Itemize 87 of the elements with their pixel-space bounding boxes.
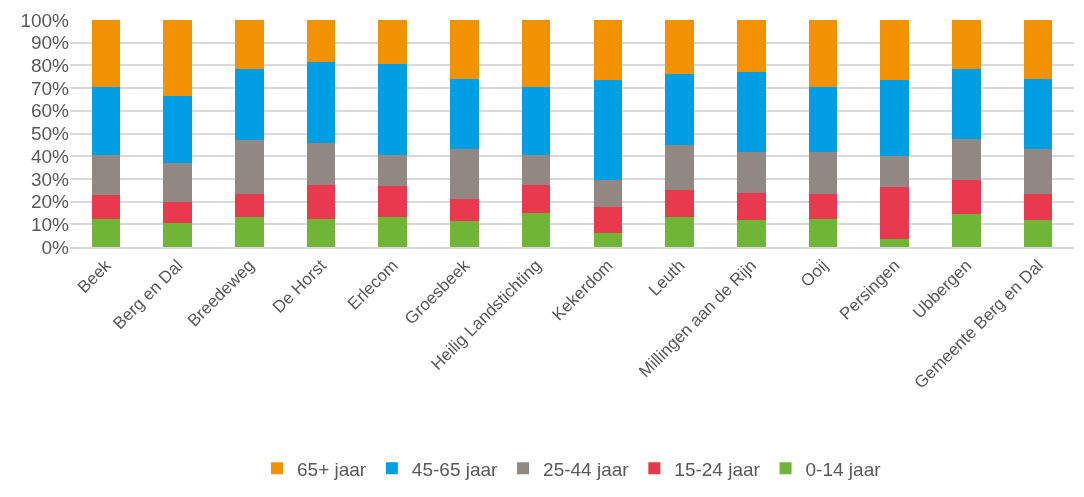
y-tick-label: 50% (30, 123, 70, 145)
bar (521, 184, 551, 213)
bar (880, 80, 910, 157)
bar (306, 218, 336, 247)
bar (163, 163, 192, 202)
bar (593, 233, 623, 247)
y-tick-label: 60% (30, 100, 70, 122)
bar (450, 220, 479, 247)
bar (736, 72, 766, 152)
bar (521, 20, 551, 87)
legend-label: 15-24 jaar (674, 458, 761, 480)
bar (952, 180, 981, 215)
legend-label: 45-65 jaar (411, 458, 499, 480)
x-tick-label: Ooij (797, 256, 832, 291)
bar (306, 184, 336, 219)
bar (952, 214, 981, 247)
bar (593, 207, 623, 234)
bar (1023, 79, 1053, 150)
bar (808, 193, 838, 219)
bar (234, 217, 264, 247)
bar (234, 20, 264, 69)
bar (736, 151, 766, 193)
bar (1023, 193, 1053, 220)
bar (234, 68, 264, 141)
bar (91, 194, 121, 219)
legend-label: 65+ jaar (297, 458, 367, 480)
y-tick-label: 70% (30, 77, 70, 99)
bar (952, 139, 981, 181)
bar (450, 149, 479, 200)
bar (521, 212, 551, 247)
y-tick-label: 20% (30, 191, 70, 213)
bar (1023, 20, 1053, 80)
bar (736, 20, 766, 73)
bar (1023, 149, 1053, 194)
bar (163, 223, 192, 247)
bar (808, 86, 838, 152)
bar (880, 186, 910, 240)
bar (665, 190, 694, 218)
bar (450, 20, 479, 80)
bar (450, 199, 479, 221)
y-tick-label: 40% (30, 145, 70, 167)
bar (91, 20, 121, 87)
bar (736, 219, 766, 247)
bar (952, 68, 981, 140)
bar (593, 20, 623, 81)
bar (880, 156, 910, 187)
bar (665, 144, 694, 191)
bar (378, 185, 408, 218)
bar (808, 218, 838, 247)
bar (1023, 219, 1053, 247)
bar (736, 192, 766, 220)
y-tick-label: 90% (30, 32, 70, 54)
bar (952, 20, 981, 69)
bar (378, 155, 408, 186)
y-tick-label: 0% (41, 236, 70, 258)
bar (808, 151, 838, 194)
bar (450, 79, 479, 150)
bar (234, 140, 264, 194)
bar (808, 20, 838, 87)
bar (593, 180, 623, 208)
bar (378, 64, 408, 156)
legend-label: 25-44 jaar (543, 458, 630, 480)
y-tick-label: 10% (30, 213, 70, 235)
bar (521, 86, 551, 156)
bar (665, 74, 694, 145)
bar (378, 20, 408, 65)
y-tick-label: 30% (30, 168, 70, 190)
bar (91, 155, 121, 195)
bar (91, 218, 121, 247)
bar (306, 62, 336, 143)
y-tick-label: 100% (20, 9, 70, 31)
bar (306, 20, 336, 62)
bar (665, 20, 694, 75)
y-tick-label: 80% (30, 55, 70, 77)
bar (91, 86, 121, 156)
bar (665, 217, 694, 247)
bar (163, 20, 192, 97)
bar (306, 142, 336, 185)
bar (521, 155, 551, 185)
legend-label: 0-14 jaar (805, 458, 882, 480)
bar (378, 217, 408, 247)
bar (593, 80, 623, 181)
bar (163, 201, 192, 224)
bar (163, 96, 192, 164)
bar (234, 193, 264, 218)
bar (880, 20, 910, 81)
bar (880, 239, 910, 247)
